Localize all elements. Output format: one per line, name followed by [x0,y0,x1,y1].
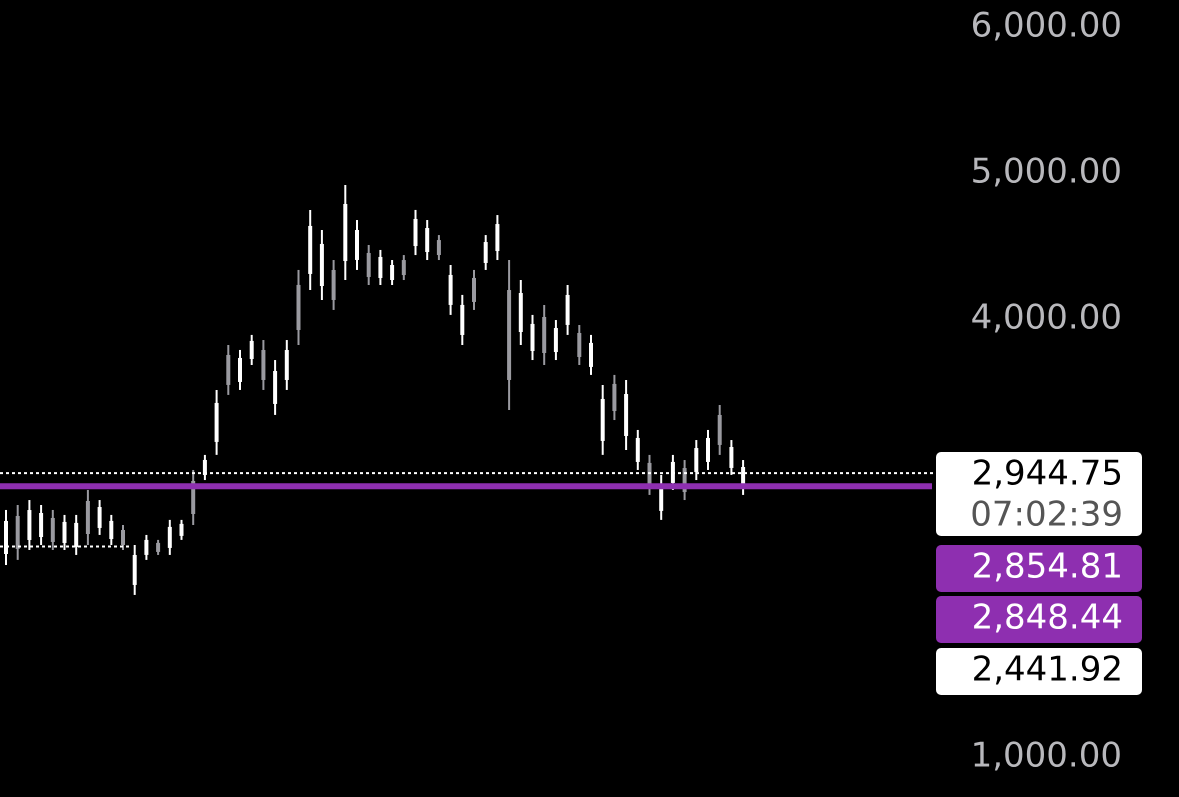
candle-body [308,225,313,274]
candle-body [413,218,418,247]
candle-body [729,447,734,468]
candle-body [448,274,453,305]
candle-body [600,398,605,441]
price-badge [936,545,1142,592]
candle-body [15,515,20,549]
candle-body [624,394,629,436]
candle-body [331,270,336,300]
candle-body [390,265,395,280]
candle-body [542,316,547,353]
candle-body [460,304,465,335]
candle-body [706,437,710,462]
candle-body [85,500,90,535]
candle-body [495,224,500,252]
price-badge [936,452,1142,536]
price-badge [936,648,1142,695]
candle-body [507,290,512,380]
candle-body [717,414,722,445]
candle-body [366,252,371,277]
candle-body [202,459,207,476]
candle-body [589,342,593,367]
candle-body [296,284,301,330]
price-badge-label: 2,944.75 [972,454,1123,494]
candle-body [226,354,231,385]
candle-body [156,542,161,552]
candle-body [355,230,359,260]
candle-body [436,240,441,256]
candle-body [144,539,149,555]
candle-body [121,529,125,545]
y-tick-label: 5,000.00 [971,152,1122,192]
candle-body [565,294,570,325]
candle-body [635,437,640,462]
candle-body [214,402,219,442]
candle-body [483,242,488,263]
candle-body [518,293,523,332]
y-tick-label: 4,000.00 [971,298,1122,338]
candle-body [425,228,430,253]
candle-body [74,522,79,547]
candle-body [179,523,184,536]
y-tick-label: 6,000.00 [971,6,1122,46]
price-badge-label: 2,848.44 [972,598,1123,638]
candle-body [261,350,266,380]
candle-body [647,462,652,487]
candle-body [553,328,558,353]
candle-body [27,510,32,540]
candle-body [472,277,476,302]
candle-body [39,513,44,538]
candle-body [319,243,324,287]
candle-body [97,507,102,528]
candle-body [132,554,137,585]
candle-body [62,521,67,543]
candle-body [530,323,535,352]
y-tick-label: 1,000.00 [971,735,1122,775]
candle-body [401,260,406,276]
candle-body [109,520,114,539]
candle-body [4,520,8,555]
candle-body [694,448,699,473]
candle-body [659,483,664,511]
candle-body [378,256,383,278]
candle-body [273,371,278,404]
price-badge-label: 2,854.81 [972,547,1123,587]
price-badge-label: 2,441.92 [972,650,1123,690]
candle-body [50,517,55,542]
candle-body [577,332,582,357]
candle-body [612,383,617,412]
candle-body [682,468,687,493]
candle-body [238,357,242,382]
candle-body [167,526,172,548]
candle-body [741,467,746,488]
candle-body [191,480,196,514]
candle-body [343,203,348,262]
countdown-label: 07:02:39 [970,495,1123,535]
candle-body [284,350,289,380]
price-badge [936,596,1142,643]
candle-body [249,340,254,359]
